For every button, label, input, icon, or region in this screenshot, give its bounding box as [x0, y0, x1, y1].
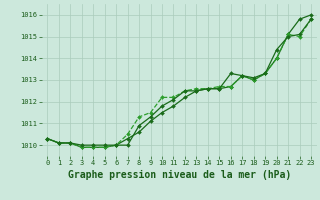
X-axis label: Graphe pression niveau de la mer (hPa): Graphe pression niveau de la mer (hPa) [68, 170, 291, 180]
